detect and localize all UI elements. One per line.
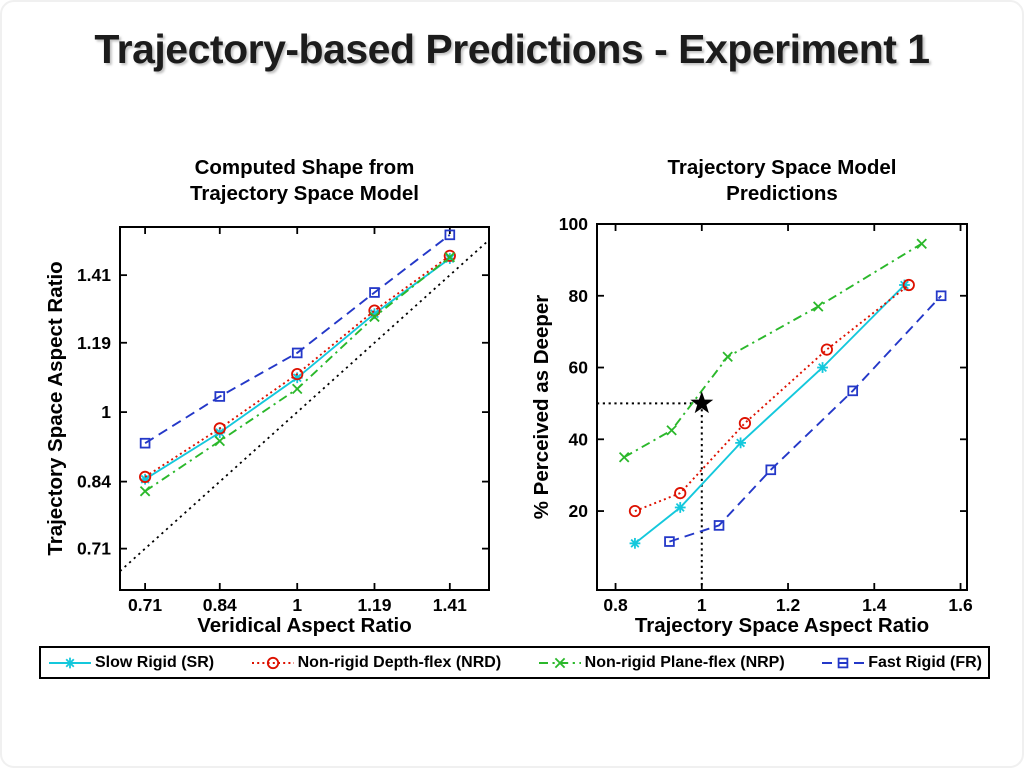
series-markers-fr (139, 229, 456, 449)
svg-text:0.84: 0.84 (203, 595, 237, 615)
legend-item-nrp: Non-rigid Plane-flex (NRP) (537, 652, 785, 674)
svg-text:20: 20 (569, 501, 589, 521)
legend-item-sr: Slow Rigid (SR) (47, 652, 214, 674)
slide-title: Trajectory-based Predictions - Experimen… (94, 26, 930, 72)
computed-shape-chart: 0.71 0.84 1 1.19 1.41 0.71 0.84 1 1.19 1.41 Comput… (44, 156, 490, 637)
series-markers-fr (664, 290, 947, 547)
svg-text:0.71: 0.71 (77, 539, 111, 559)
chart-title-line: Trajectory Space Model (190, 182, 419, 205)
predictions-chart: 0.8 1 1.2 1.4 1.6 20 40 60 80 100 Trajectory Space… (530, 156, 973, 637)
svg-text:1.6: 1.6 (948, 595, 973, 615)
svg-text:1: 1 (101, 402, 111, 422)
series-markers-nrp (139, 251, 456, 497)
series-markers-nrp (618, 238, 927, 463)
legend-sample-circle-icon (251, 656, 294, 669)
svg-text:40: 40 (569, 429, 589, 449)
x-tick-labels: 0.8 1 1.2 1.4 1.6 (603, 595, 973, 615)
annotation-star-icon (690, 391, 714, 414)
svg-text:1.41: 1.41 (77, 265, 111, 285)
legend-label-nrp: Non-rigid Plane-flex (NRP) (584, 653, 785, 671)
legend-sample-asterisk-icon (49, 657, 91, 668)
chart-title-line: Predictions (726, 182, 838, 205)
plot-box (596, 223, 968, 591)
identity-line (119, 239, 490, 572)
legend-label-sr: Slow Rigid (SR) (95, 653, 215, 671)
svg-text:0.8: 0.8 (603, 595, 628, 615)
svg-text:100: 100 (559, 214, 588, 234)
legend-item-fr: Fast Rigid (FR) (820, 652, 982, 674)
series-line-fr (669, 295, 942, 543)
svg-text:80: 80 (569, 286, 589, 306)
svg-text:1: 1 (292, 595, 302, 615)
svg-text:1: 1 (697, 595, 707, 615)
svg-text:1.41: 1.41 (433, 595, 467, 615)
series-line-fr (144, 234, 451, 445)
series-line-nrd (634, 284, 910, 512)
svg-text:0.84: 0.84 (77, 472, 111, 492)
chart-title-line: Computed Shape from (195, 156, 415, 179)
svg-text:1.19: 1.19 (77, 333, 111, 353)
chart-legend: Slow Rigid (SR) Non-rigid Depth-flex (NRD… (39, 646, 990, 679)
svg-text:1.4: 1.4 (862, 595, 887, 615)
x-axis-label: Trajectory Space Aspect Ratio (635, 614, 929, 637)
y-tick-labels: 0.71 0.84 1 1.19 1.41 (77, 265, 111, 558)
x-tick-labels: 0.71 0.84 1 1.19 1.41 (128, 595, 467, 615)
chart-title-line: Trajectory Space Model (667, 156, 896, 179)
axis-ticks (597, 223, 967, 590)
y-axis-label: Trajectory Space Aspect Ratio (44, 261, 67, 555)
svg-text:0.71: 0.71 (128, 595, 162, 615)
axis-ticks (120, 227, 489, 590)
legend-sample-x-icon (538, 657, 581, 668)
legend-sample-square-icon (822, 657, 865, 668)
plot-box (119, 226, 490, 591)
series-line-nrd (144, 255, 451, 478)
svg-text:1.2: 1.2 (776, 595, 801, 615)
x-axis-label: Veridical Aspect Ratio (197, 614, 412, 637)
svg-text:1.19: 1.19 (357, 595, 391, 615)
series-markers-nrd (628, 278, 915, 518)
y-axis-label: % Perceived as Deeper (530, 295, 553, 520)
legend-item-nrd: Non-rigid Depth-flex (NRD) (250, 652, 502, 674)
svg-text:60: 60 (569, 358, 589, 378)
y-tick-labels: 20 40 60 80 100 (559, 214, 588, 521)
legend-label-fr: Fast Rigid (FR) (868, 653, 982, 671)
legend-label-nrd: Non-rigid Depth-flex (NRD) (297, 653, 502, 671)
